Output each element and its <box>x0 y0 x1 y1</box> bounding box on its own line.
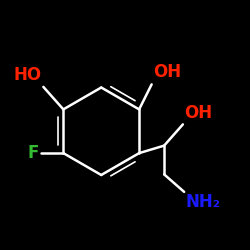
Text: OH: OH <box>153 63 181 82</box>
Text: F: F <box>28 144 39 162</box>
Text: HO: HO <box>14 66 42 84</box>
Text: OH: OH <box>184 104 212 122</box>
Text: NH₂: NH₂ <box>186 193 220 211</box>
